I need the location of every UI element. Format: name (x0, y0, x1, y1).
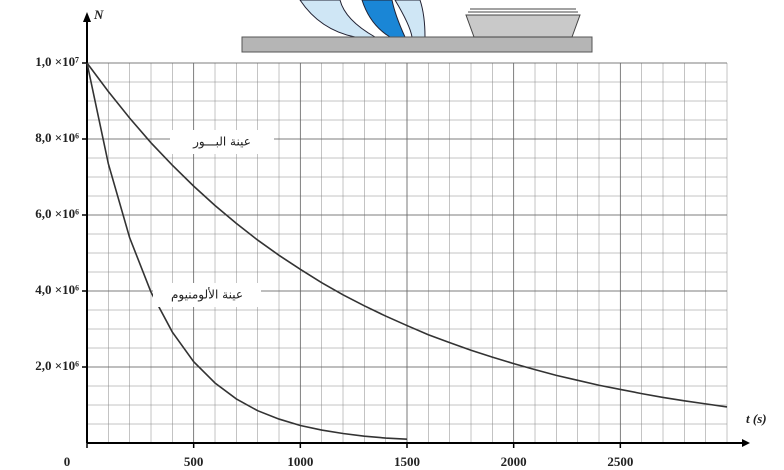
y-axis-label: N (93, 7, 104, 22)
x-tick-label: 1500 (394, 454, 420, 469)
x-tick-label: 0 (64, 454, 71, 469)
decoration (241, 0, 593, 53)
y-tick-label: 6,0 ×10⁶ (35, 206, 79, 221)
label-box (153, 283, 261, 307)
y-tick-label: 1,0 ×10⁷ (35, 54, 79, 69)
y-tick-label: 2,0 ×10⁶ (35, 358, 79, 373)
series-label: عينة البـــور (192, 135, 251, 150)
y-arrow (83, 12, 91, 22)
x-tick-label: 500 (184, 454, 204, 469)
label-box (170, 130, 274, 154)
series-label: عينة الألومنيوم (171, 287, 243, 303)
x-tick-label: 1000 (287, 454, 313, 469)
line (86, 62, 408, 440)
y-tick-label: 8,0 ×10⁶ (35, 130, 79, 145)
x-tick-label: 2000 (501, 454, 527, 469)
y-tick-label: 4,0 ×10⁶ (35, 282, 79, 297)
x-axis-label: t (s) (746, 411, 767, 426)
x-arrow (742, 439, 750, 447)
line (86, 62, 728, 408)
x-tick-label: 2500 (607, 454, 633, 469)
